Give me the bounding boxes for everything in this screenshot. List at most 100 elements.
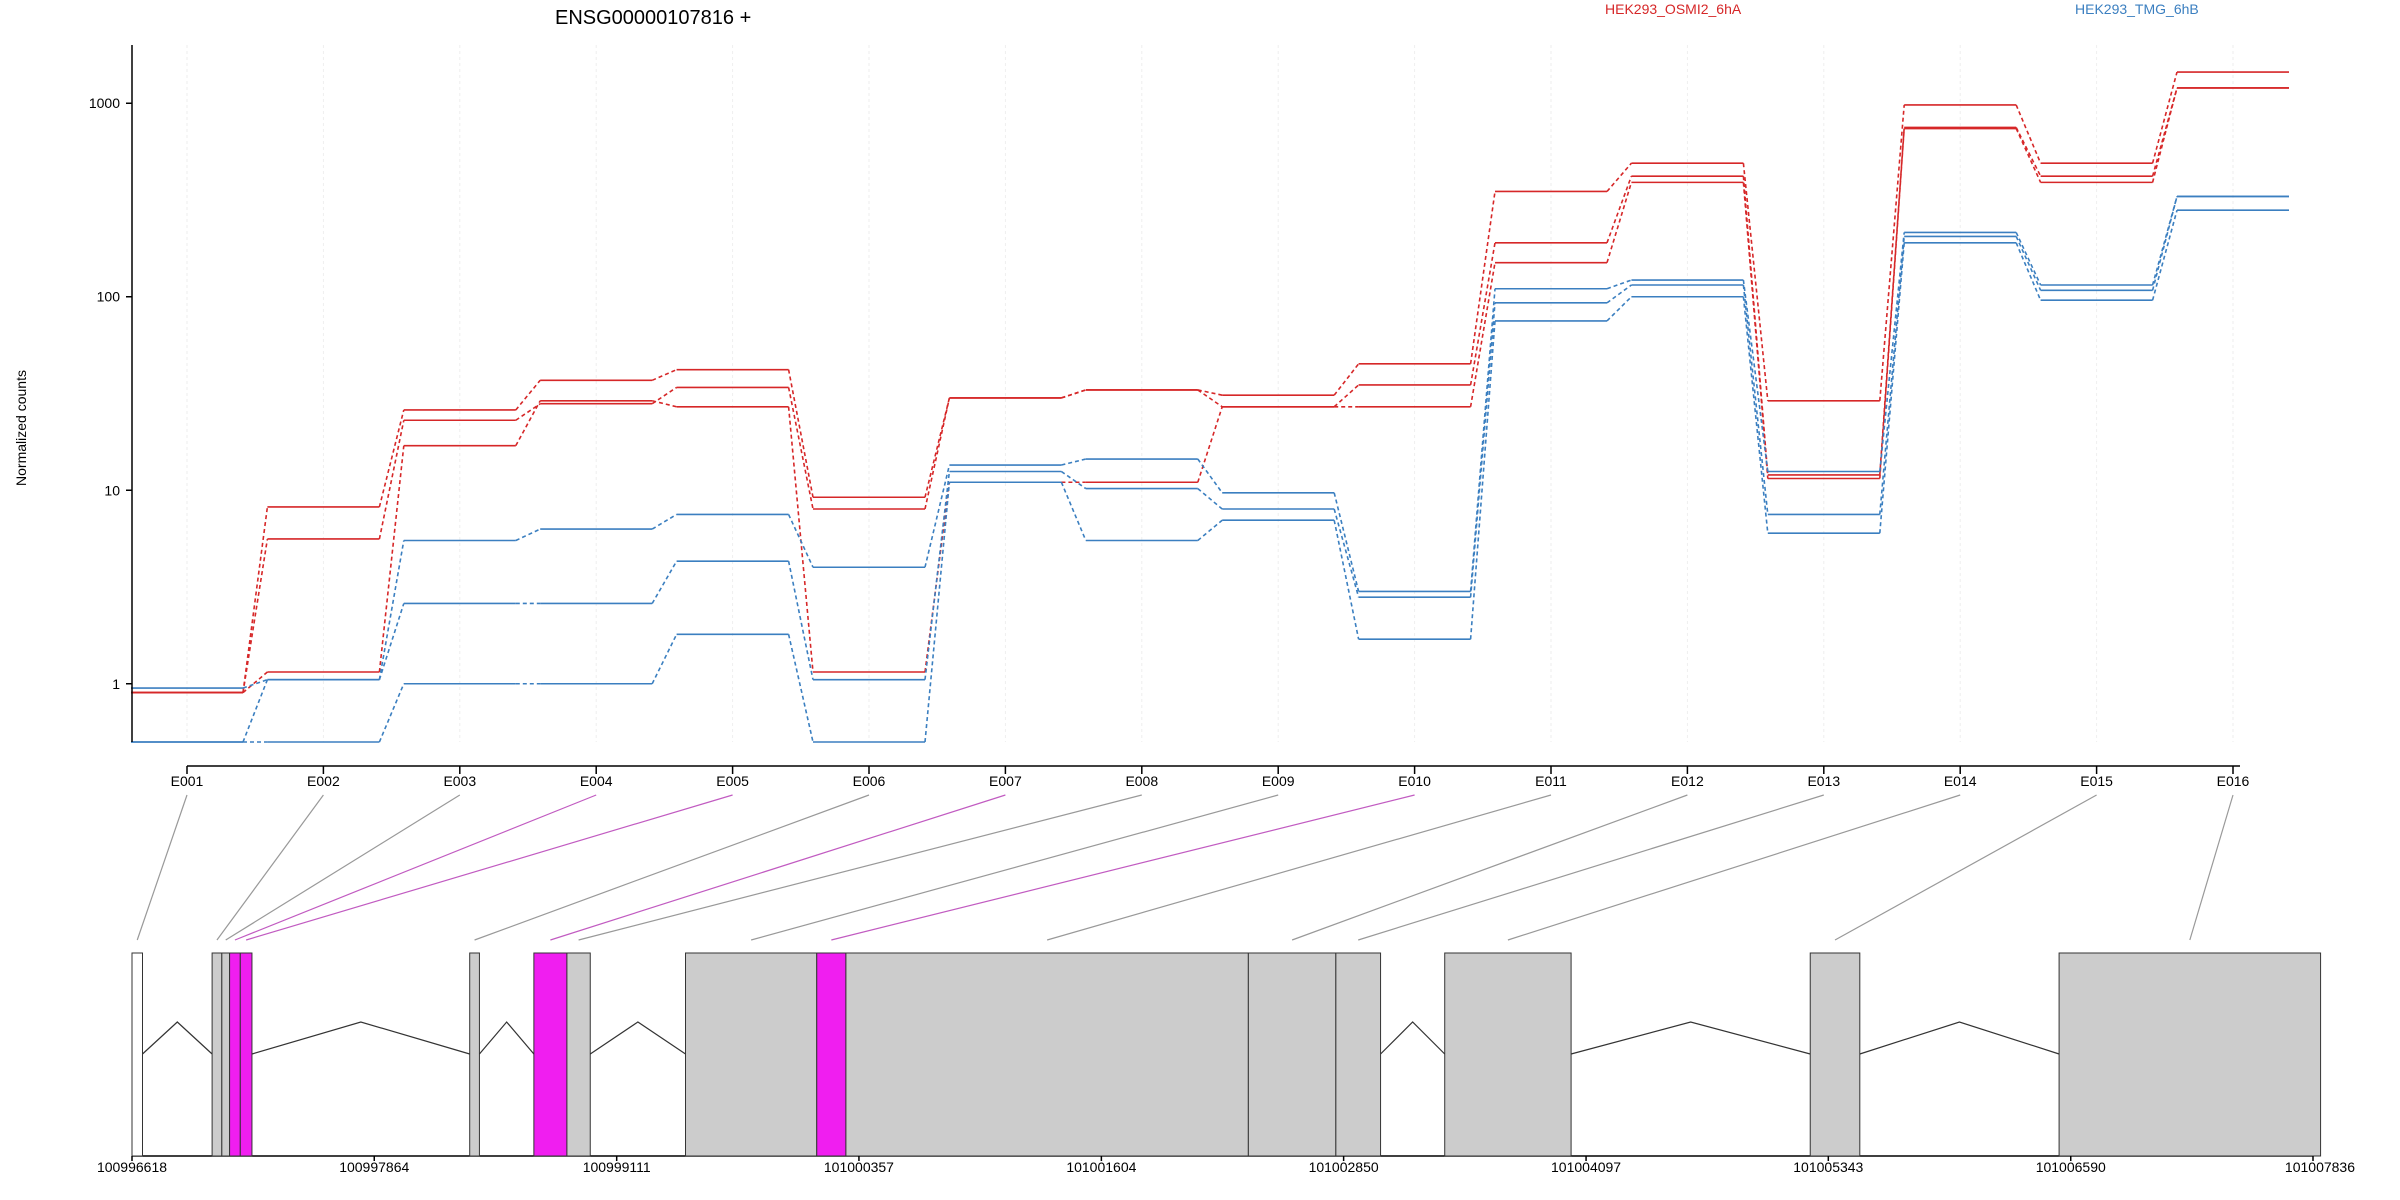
- x-tick-label-E008: E008: [1125, 773, 1158, 789]
- intron: [1380, 1021, 1446, 1055]
- series-4-link: [924, 464, 951, 568]
- genome-tick-label: 101000357: [824, 1159, 894, 1175]
- series-3-link: [2015, 128, 2042, 183]
- series-3: [131, 87, 2289, 694]
- series-1-link: [651, 368, 677, 382]
- series-6-link: [651, 634, 678, 685]
- series-6: [131, 209, 2289, 743]
- series-3-link: [924, 482, 951, 673]
- series-6-link: [2151, 210, 2178, 301]
- series-2-link: [924, 397, 951, 510]
- series-6-link: [2015, 242, 2042, 301]
- series-2-link: [1333, 384, 1360, 408]
- exon-block-E011: [845, 952, 1249, 1157]
- intron: [1859, 1021, 2060, 1055]
- series-5-link: [1606, 284, 1632, 304]
- y-tick-label: 1: [112, 676, 120, 692]
- connector-E012: [1291, 794, 1688, 941]
- series-6-link: [378, 683, 405, 743]
- series-4-link: [1061, 458, 1086, 466]
- connector-E008: [578, 794, 1142, 941]
- series-1-link: [2015, 104, 2042, 164]
- series-2-link: [1197, 389, 1223, 408]
- series-5-link: [1879, 236, 1905, 515]
- series-5-link: [1197, 487, 1223, 510]
- y-tick-label: 100: [97, 289, 121, 305]
- connector-E004: [234, 794, 597, 941]
- x-tick-label-E015: E015: [2080, 773, 2113, 789]
- chart-title: ENSG00000107816 +: [555, 7, 751, 29]
- x-tick-label-E003: E003: [443, 773, 476, 789]
- series-1: [131, 71, 2289, 694]
- connector-E007: [550, 794, 1006, 941]
- x-axis-ticks: E001 E002 E003 E004 E005 E006 E007 E008 E009 E010…: [171, 766, 2250, 789]
- series-3-link: [1469, 262, 1496, 407]
- series-5-link: [1060, 470, 1087, 490]
- series-4-link: [1742, 279, 1769, 472]
- series-2-link: [242, 538, 269, 693]
- series-5-link: [242, 679, 269, 743]
- series-4-link: [242, 678, 268, 689]
- series-3-link: [787, 406, 814, 673]
- exon-block-E013: [1335, 952, 1382, 1157]
- legend-entry-osmi2: HEK293_OSMI2_6hA: [1605, 1, 1742, 17]
- exon-block-E014: [1444, 952, 1572, 1157]
- series-5-link: [1469, 302, 1496, 598]
- series-4-link: [515, 528, 541, 542]
- series-4-link: [2015, 232, 2042, 286]
- connector-E009: [750, 794, 1279, 941]
- connector-E002: [216, 794, 324, 941]
- genome-tick-label: 101002850: [1309, 1159, 1379, 1175]
- series-2-link: [515, 403, 541, 421]
- series-3-link: [515, 400, 541, 447]
- x-tick-label-E012: E012: [1671, 773, 1704, 789]
- x-tick-label-E005: E005: [716, 773, 749, 789]
- series-5-link: [787, 561, 814, 680]
- series-4: [131, 195, 2289, 689]
- x-tick-label-E016: E016: [2217, 773, 2250, 789]
- series-5-link: [378, 603, 405, 680]
- exon-block-E010: [816, 952, 847, 1157]
- exon-block-E002: [211, 952, 223, 1157]
- exon-block-E003: [221, 952, 231, 1157]
- x-tick-label-E006: E006: [853, 773, 886, 789]
- exon-block-E006: [469, 952, 480, 1157]
- exon-block-E009: [685, 952, 818, 1157]
- connector-E016: [2189, 794, 2234, 941]
- exon-block-E007: [533, 952, 568, 1157]
- series-5-link: [924, 471, 951, 680]
- series-2-link: [1061, 389, 1087, 399]
- connector-E006: [474, 794, 870, 941]
- series-6-link: [1606, 296, 1632, 322]
- series-1-link: [378, 409, 405, 508]
- connector-E014: [1507, 794, 1961, 941]
- series-3-link: [1197, 406, 1223, 483]
- x-tick-label-E009: E009: [1262, 773, 1295, 789]
- series-2-link: [1879, 127, 1905, 475]
- exon-block-E005: [239, 952, 253, 1157]
- series-5-link: [1742, 284, 1769, 515]
- genome-tick-label: 100999111: [583, 1159, 651, 1175]
- x-tick-label-E013: E013: [1807, 773, 1840, 789]
- series-1-link: [1742, 163, 1769, 401]
- genome-tick-label: 101006590: [2036, 1159, 2106, 1175]
- series-5-link: [2015, 236, 2042, 291]
- series-1-link: [787, 369, 814, 498]
- connector-E005: [245, 794, 733, 941]
- series-5-link: [1333, 508, 1360, 598]
- series-1-link: [1197, 389, 1223, 396]
- intron: [142, 1021, 213, 1055]
- series-1-link: [2151, 71, 2178, 164]
- y-axis-ticks: 1 10 100 1000: [89, 95, 132, 692]
- series-1-link: [1333, 363, 1360, 396]
- series-4-link: [1333, 492, 1360, 592]
- exon-connectors: [136, 794, 2234, 941]
- series-4-link: [787, 514, 814, 568]
- series-6-link: [1333, 520, 1360, 640]
- connector-E011: [1046, 794, 1552, 941]
- series-2-link: [378, 420, 405, 540]
- exon-block-E016: [2058, 952, 2322, 1157]
- connector-E013: [1358, 794, 1824, 941]
- series-1-link: [924, 397, 951, 498]
